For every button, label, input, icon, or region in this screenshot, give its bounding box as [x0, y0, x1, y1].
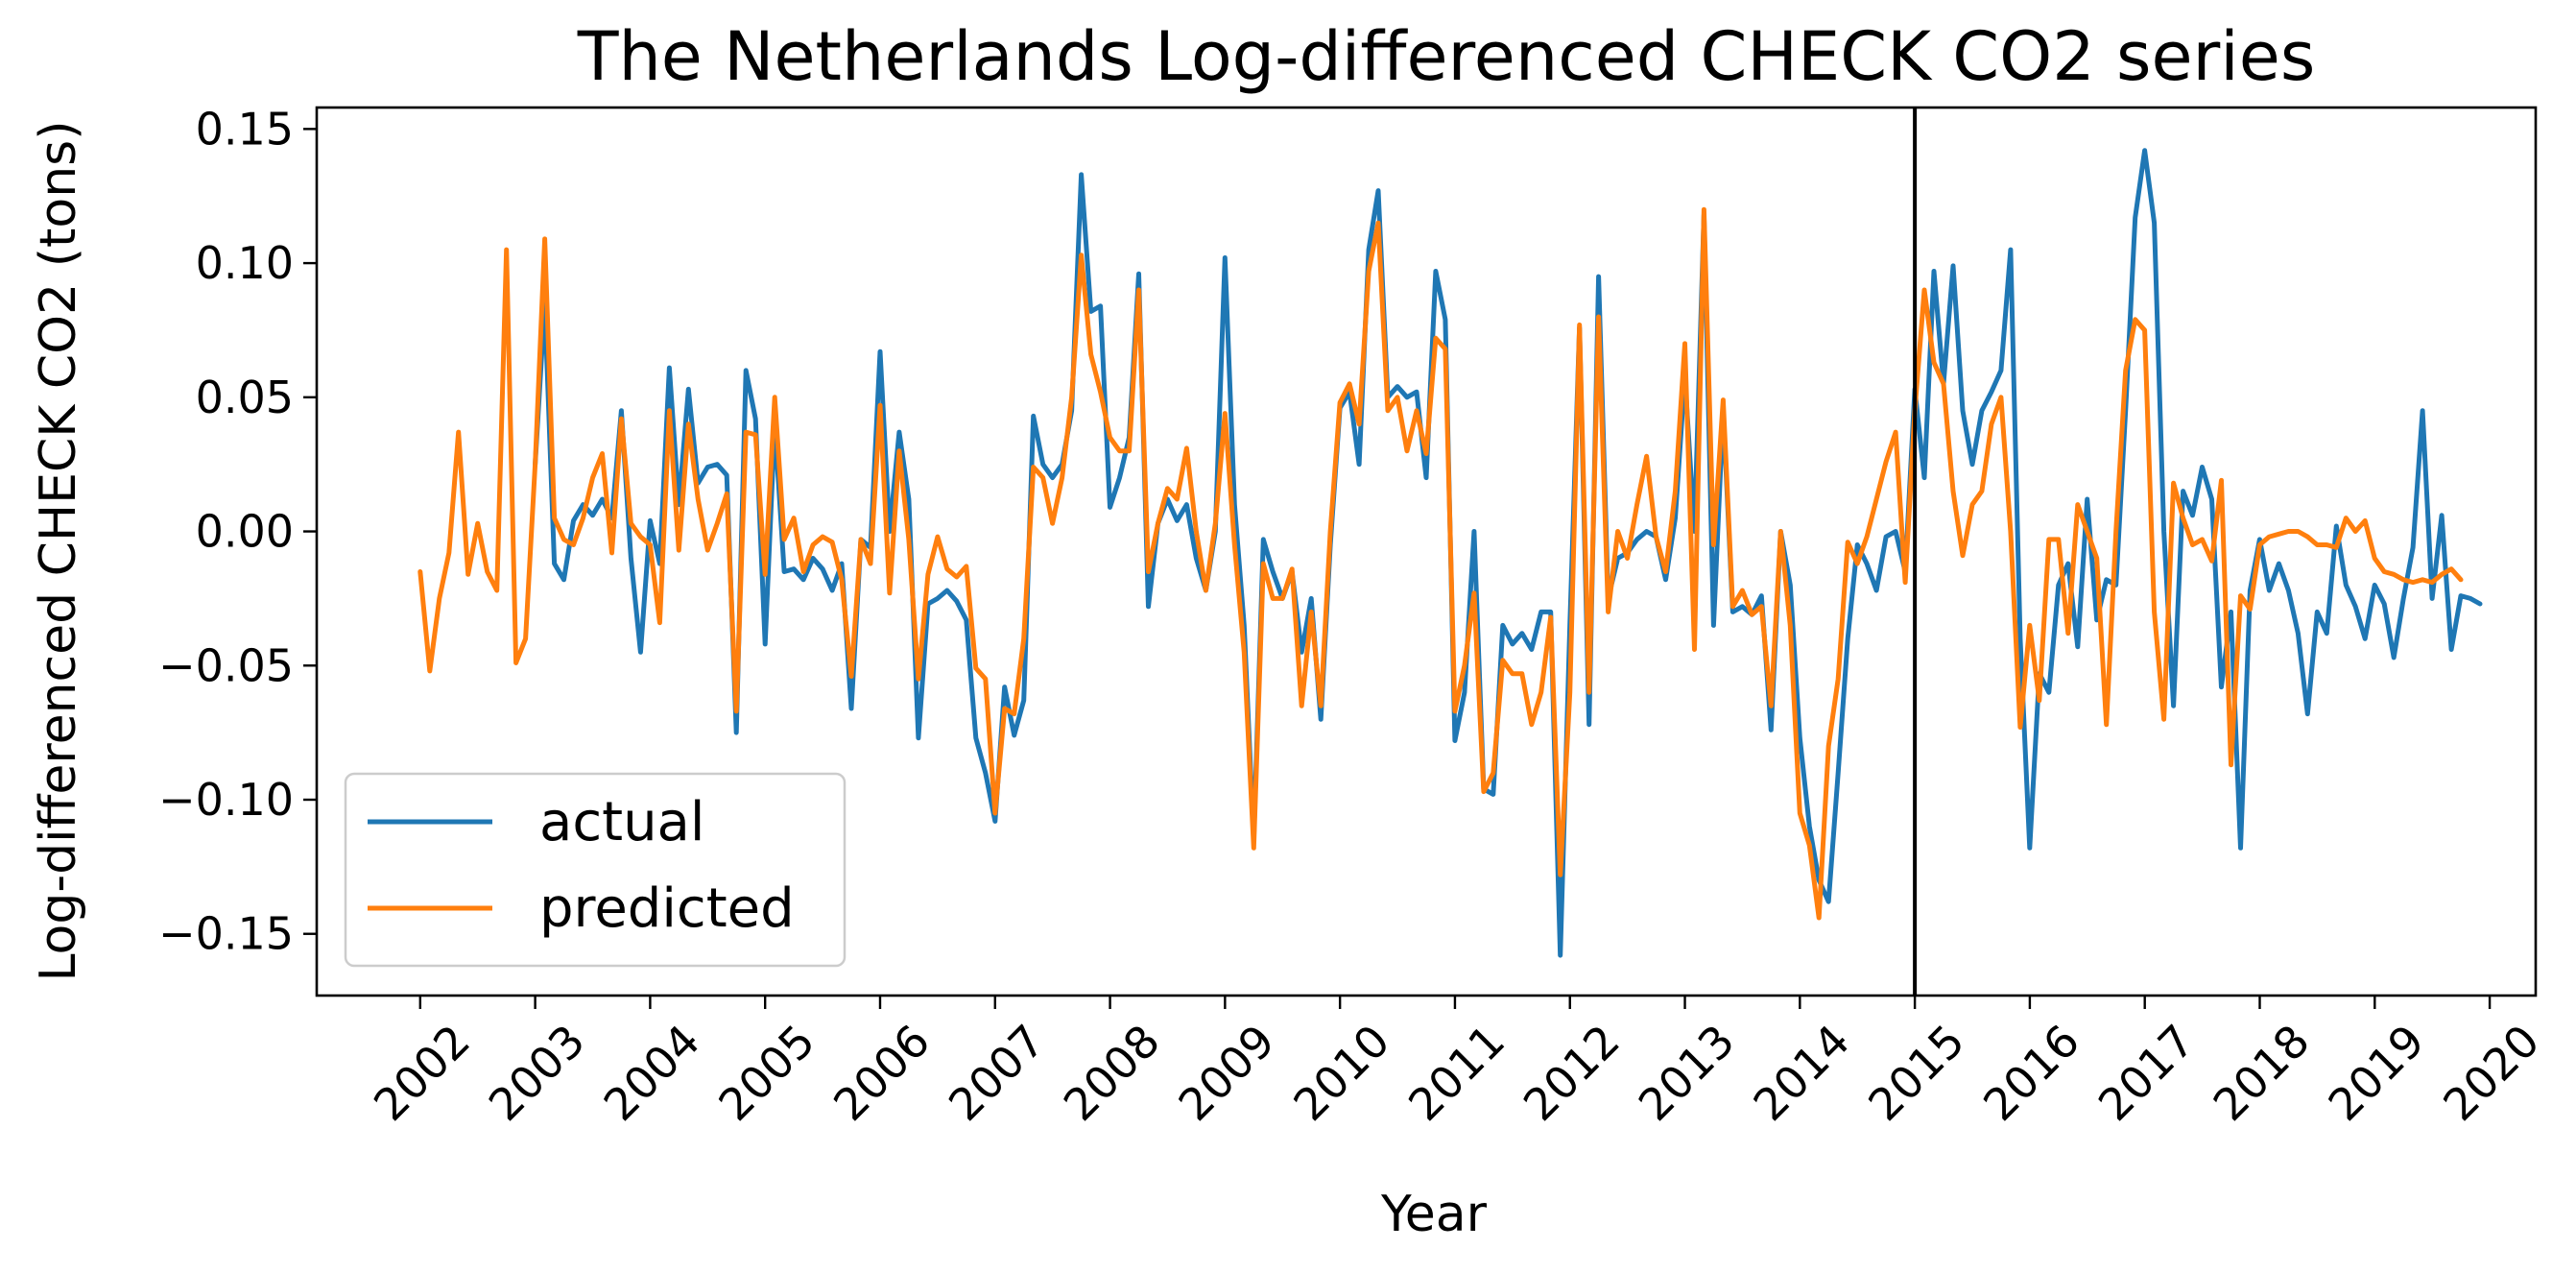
x-axis-title: Year: [1380, 1186, 1488, 1243]
x-tick-label: 2016: [1973, 1015, 2089, 1131]
x-tick-label: 2018: [2204, 1015, 2320, 1131]
y-tick-label: −0.05: [158, 639, 294, 691]
y-tick-label: 0.05: [196, 372, 294, 423]
x-tick-label: 2015: [1858, 1015, 1974, 1131]
y-axis-title: Log-differenced CHECK CO2 (tons): [30, 120, 87, 981]
x-tick-label: 2020: [2433, 1015, 2549, 1131]
y-tick-label: 0.00: [196, 506, 294, 558]
legend-label-actual: actual: [539, 791, 704, 853]
x-tick-label: 2006: [823, 1015, 940, 1131]
plot-frame: [315, 106, 2538, 997]
plot-lines: [417, 148, 2483, 958]
y-axis: 0.15 0.10 0.05 0.00 −0.05 −0.10 −0.15: [158, 103, 317, 960]
x-tick-label: 2013: [1629, 1015, 1745, 1131]
x-tick-label: 2012: [1514, 1015, 1630, 1131]
x-tick-label: 2009: [1168, 1015, 1284, 1131]
x-tick-label: 2002: [364, 1015, 480, 1131]
y-tick-label: −0.10: [158, 774, 294, 826]
chart-title: The Netherlands Log-differenced CHECK CO…: [577, 17, 2316, 96]
series-line-predicted: [417, 206, 2464, 921]
x-axis: 2002200320042005200620072008200920102011…: [364, 996, 2549, 1131]
x-tick-label: 2007: [939, 1015, 1055, 1131]
legend: actual predicted: [344, 772, 847, 968]
x-tick-label: 2019: [2318, 1015, 2434, 1131]
y-tick-label: 0.10: [196, 237, 294, 289]
y-tick-label: −0.15: [158, 908, 294, 960]
x-tick-label: 2003: [479, 1015, 595, 1131]
x-tick-label: 2017: [2088, 1015, 2205, 1131]
x-tick-label: 2008: [1054, 1015, 1170, 1131]
legend-label-predicted: predicted: [539, 877, 795, 940]
x-tick-label: 2004: [594, 1015, 710, 1131]
x-tick-label: 2010: [1283, 1015, 1399, 1131]
x-tick-label: 2011: [1398, 1015, 1515, 1131]
y-tick-label: 0.15: [196, 103, 294, 155]
x-tick-label: 2005: [708, 1015, 824, 1131]
x-tick-label: 2014: [1743, 1015, 1859, 1131]
